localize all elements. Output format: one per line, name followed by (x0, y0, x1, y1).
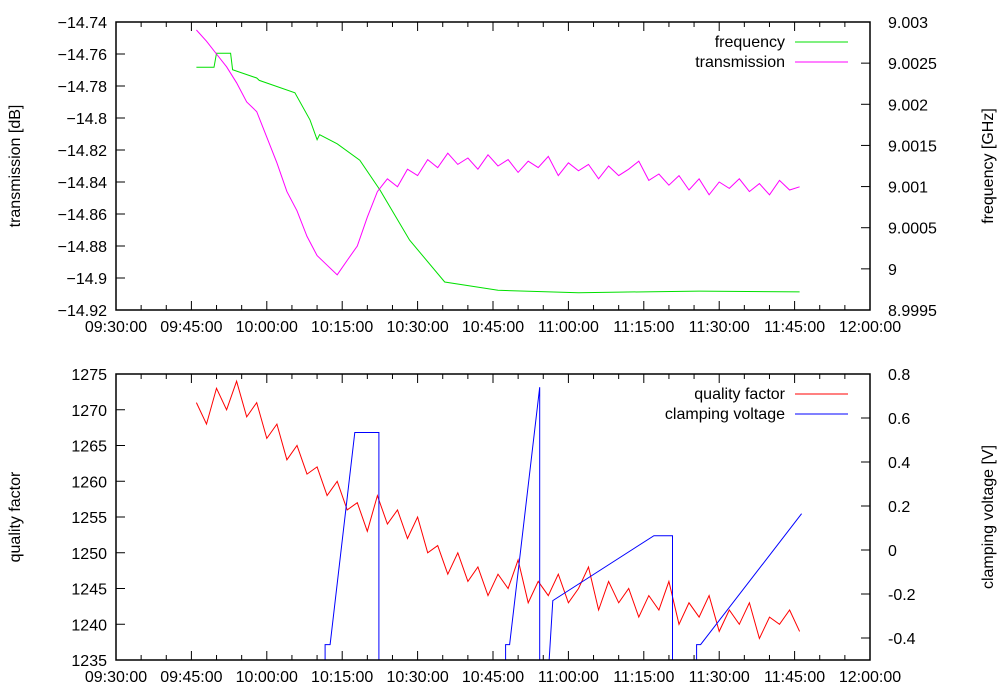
y2-tick-label: 9 (888, 262, 897, 279)
y-tick-label: −14.9 (67, 271, 108, 288)
x-tick-label: 09:30:00 (85, 319, 147, 336)
y2-tick-label: 0.6 (888, 411, 910, 428)
x-tick-label: 10:30:00 (386, 669, 448, 686)
series-line-transmission (196, 29, 800, 276)
x-tick-label: 09:45:00 (160, 319, 222, 336)
y2-tick-label: 0.4 (888, 455, 910, 472)
x-tick-label: 11:00:00 (538, 319, 599, 336)
y-tick-label: −14.82 (58, 143, 107, 160)
x-tick-label: 11:45:00 (764, 669, 825, 686)
y-tick-label: 1275 (71, 367, 107, 384)
y-tick-label: −14.74 (58, 15, 107, 32)
y2-tick-label: 9.0025 (888, 56, 937, 73)
y-tick-label: 1240 (71, 617, 107, 634)
y2-tick-label: 9.001 (888, 180, 928, 197)
y2-tick-label: -0.2 (888, 587, 916, 604)
y2-axis-label: frequency [GHz] (980, 108, 997, 224)
y2-tick-label: -0.4 (888, 631, 916, 648)
y-tick-label: 1250 (71, 546, 107, 563)
y-tick-label: 1235 (71, 653, 107, 670)
y-tick-label: 1260 (71, 474, 107, 491)
x-tick-label: 10:45:00 (462, 669, 524, 686)
y-tick-label: −14.84 (58, 175, 107, 192)
x-tick-label: 11:15:00 (613, 319, 674, 336)
x-tick-label: 10:15:00 (311, 669, 373, 686)
x-tick-label: 10:15:00 (311, 319, 373, 336)
series-line-clamping-voltage (324, 387, 802, 660)
y-tick-label: −14.92 (58, 303, 107, 320)
x-tick-label: 11:30:00 (689, 669, 750, 686)
y2-tick-label: 9.0005 (888, 221, 937, 238)
legend-label: quality factor (694, 386, 785, 403)
y-axis-label: transmission [dB] (7, 105, 24, 228)
x-tick-label: 09:30:00 (85, 669, 147, 686)
x-tick-label: 11:15:00 (613, 669, 674, 686)
legend-label: frequency (715, 34, 785, 51)
y-tick-label: 1255 (71, 510, 107, 527)
legend-label: transmission (695, 54, 785, 71)
x-tick-label: 11:30:00 (689, 319, 750, 336)
y-tick-label: 1265 (71, 439, 107, 456)
y2-tick-label: 0 (888, 543, 897, 560)
x-tick-label: 09:45:00 (160, 669, 222, 686)
y-tick-label: 1245 (71, 582, 107, 599)
x-tick-label: 10:00:00 (236, 669, 298, 686)
y-tick-label: 1270 (71, 403, 107, 420)
y2-tick-label: 0.8 (888, 367, 910, 384)
y-tick-label: −14.86 (58, 207, 107, 224)
y-tick-label: −14.88 (58, 239, 107, 256)
x-tick-label: 11:00:00 (538, 669, 599, 686)
x-tick-label: 10:45:00 (462, 319, 524, 336)
y2-tick-label: 9.003 (888, 15, 928, 32)
y2-axis-label: clamping voltage [V] (980, 445, 997, 589)
x-tick-label: 11:45:00 (764, 319, 825, 336)
x-tick-label: 12:00:00 (839, 669, 901, 686)
legend-label: clamping voltage (665, 406, 785, 423)
y2-tick-label: 8.9995 (888, 303, 937, 320)
y2-tick-label: 9.002 (888, 97, 928, 114)
plot-panel-2: quality factor clamping voltage 09:30:00 09… (7, 367, 997, 686)
series-line-frequency (196, 52, 800, 294)
series-line-quality-factor (195, 379, 801, 640)
y-tick-label: −14.76 (58, 47, 107, 64)
plot-panel-1: frequency transmission 09:30:00 09:45:00 10:… (7, 15, 997, 336)
y-axis-label: quality factor (7, 471, 24, 562)
y-tick-label: −14.78 (58, 79, 107, 96)
y2-tick-label: 0.2 (888, 499, 910, 516)
x-tick-label: 10:00:00 (236, 319, 298, 336)
x-tick-label: 10:30:00 (386, 319, 448, 336)
y-tick-label: −14.8 (67, 111, 108, 128)
x-tick-label: 12:00:00 (839, 319, 901, 336)
y2-tick-label: 9.0015 (888, 138, 937, 155)
